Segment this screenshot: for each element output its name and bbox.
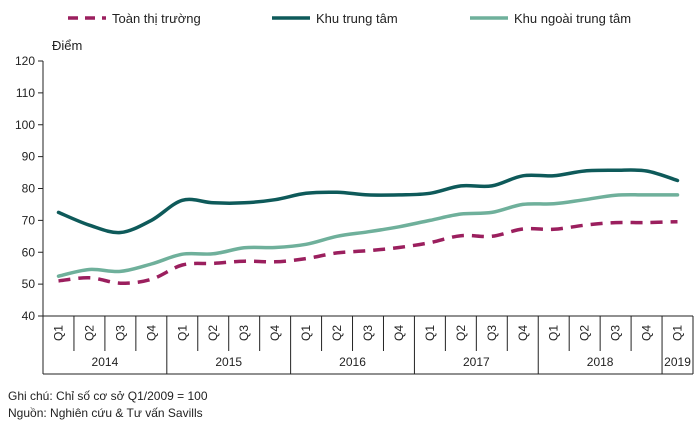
legend-label: Khu ngoài trung tâm: [514, 11, 631, 26]
x-tick-label-year: 2014: [92, 355, 119, 369]
y-tick-label: 90: [22, 150, 36, 164]
y-tick-label: 110: [16, 86, 35, 100]
note-base-index: Ghi chú: Chỉ số cơ sở Q1/2009 = 100: [8, 389, 208, 403]
x-tick-label-quarter: Q4: [144, 325, 158, 341]
x-tick-label-quarter: Q3: [237, 325, 251, 341]
y-axis: 40 50 60 70 80 90 100 110 120: [15, 54, 44, 323]
legend: Toàn thị trường Khu trung tâm Khu ngoài tr…: [68, 11, 631, 26]
x-tick-label-quarter: Q4: [392, 325, 406, 341]
y-tick-label: 40: [22, 309, 36, 323]
y-tick-label: 100: [15, 118, 35, 132]
x-tick-label-quarter: Q4: [640, 325, 654, 341]
series-line-khu-trung-tâm: [56, 168, 680, 235]
y-tick-label: 70: [22, 213, 36, 227]
legend-label: Khu trung tâm: [316, 11, 398, 26]
x-axis: Q1 Q2 Q3 Q4 Q1 Q2 Q3 Q4 Q1 Q2 Q3 Q4 Q1 Q2 Q3 Q4 Q1 Q2 Q3 Q4…: [42, 315, 694, 375]
x-tick-label-year: 2019: [664, 355, 691, 369]
y-tick-label: 120: [15, 54, 35, 68]
x-tick-label-year: 2015: [215, 355, 242, 369]
x-tick-label-quarter: Q1: [175, 325, 189, 341]
x-tick-label-quarter: Q3: [113, 325, 127, 341]
x-tick-label-quarter: Q1: [299, 325, 313, 341]
x-tick-label-quarter: Q1: [671, 325, 685, 341]
x-tick-label-quarter: Q4: [516, 325, 530, 341]
x-tick-label-quarter: Q1: [423, 325, 437, 341]
x-tick-label-quarter: Q2: [578, 325, 592, 341]
y-tick-label: 80: [22, 182, 36, 196]
x-tick-label-quarter: Q3: [485, 325, 499, 341]
x-tick-label-quarter: Q2: [82, 325, 96, 341]
note-source: Nguồn: Nghiên cứu & Tư vấn Savills: [8, 406, 203, 420]
x-tick-label-quarter: Q3: [361, 325, 375, 341]
x-tick-label-quarter: Q4: [268, 325, 282, 341]
legend-label: Toàn thị trường: [112, 11, 201, 26]
x-tick-label-quarter: Q2: [330, 325, 344, 341]
x-tick-label-quarter: Q3: [609, 325, 623, 341]
y-axis-label: Điểm: [52, 38, 82, 53]
series-line-khu-ngoài-trung-tâm: [56, 193, 680, 278]
x-tick-label-quarter: Q1: [51, 325, 65, 341]
x-tick-label-year: 2016: [339, 355, 366, 369]
x-tick-label-quarter: Q1: [547, 325, 561, 341]
x-tick-label-year: 2018: [587, 355, 614, 369]
x-tick-label-quarter: Q2: [454, 325, 468, 341]
plot-area: [56, 168, 680, 285]
y-tick-label: 60: [22, 245, 36, 259]
y-tick-label: 50: [22, 277, 36, 291]
series-line-toàn-thị-trường: [58, 219, 678, 285]
x-tick-label-year: 2017: [463, 355, 490, 369]
x-tick-label-quarter: Q2: [206, 325, 220, 341]
